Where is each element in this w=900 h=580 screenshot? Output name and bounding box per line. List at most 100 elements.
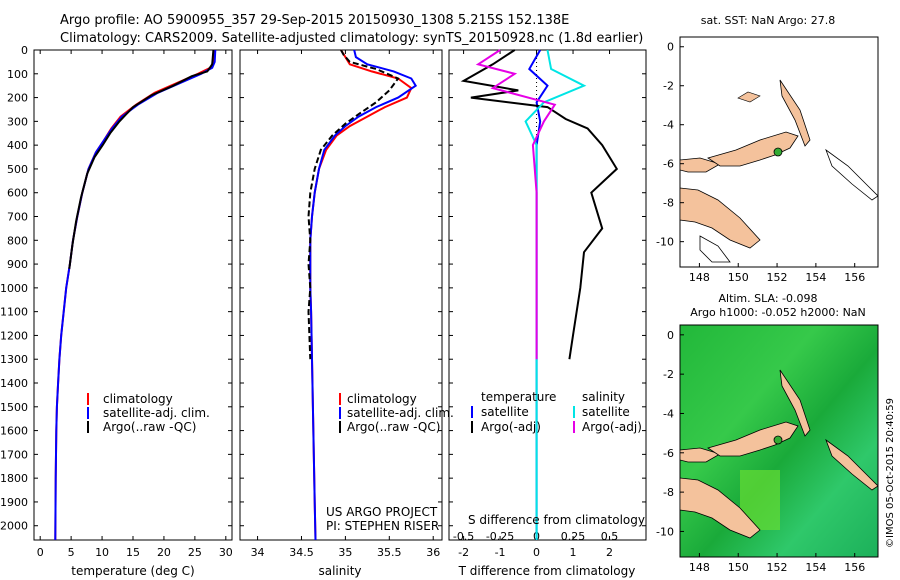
y-tick-label: 100 — [7, 68, 28, 81]
land-islet — [737, 91, 761, 103]
difference-chart: -2 -1 0 1 2-0.5 -0.25 0 0.25 0.5 — [449, 49, 646, 559]
land-solomons — [825, 438, 879, 491]
land-coast-south — [699, 235, 731, 263]
credit-label: ©IMOS 05-Oct-2015 20:40:59 — [885, 398, 896, 548]
series-line-argo — [307, 49, 400, 360]
s-tick-label: 0.5 — [601, 530, 619, 543]
x-tick-label: -1 — [495, 546, 506, 559]
legend-s-satellite: satellite — [582, 405, 630, 419]
salinity-panel — [239, 49, 443, 541]
x-tick-label: 34 — [251, 546, 265, 559]
y-tick-label: 1000 — [0, 282, 28, 295]
x-tick-label: 0 — [37, 546, 44, 559]
legend-satellite: satellite-adj. clim. — [103, 406, 210, 420]
y-tick-label: 900 — [7, 258, 28, 271]
map-y-tick-label: -8 — [663, 197, 674, 210]
x-tick-label: 5 — [68, 546, 75, 559]
sst-map — [679, 36, 879, 268]
sst-map-axes: 148 150 152 154 156 0 -2 -4 -6 -8 -10 — [656, 41, 865, 284]
argo-position-marker — [773, 147, 783, 157]
x-tick-label: 25 — [188, 546, 202, 559]
map-y-tick-label: -10 — [656, 236, 674, 249]
land-papua — [679, 187, 761, 249]
legend-argo: Argo(..raw -QC) — [103, 420, 196, 434]
map-y-tick-label: -6 — [663, 158, 674, 171]
sla-map — [679, 324, 879, 558]
land-papua — [679, 477, 761, 539]
map-y-tick-label: -4 — [663, 119, 674, 132]
land-new-britain — [707, 421, 799, 457]
y-tick-label: 1700 — [0, 448, 28, 461]
legend-t-argo: Argo(-adj) — [481, 420, 541, 434]
x-tick-label: 30 — [219, 546, 233, 559]
header-line1: Argo profile: AO 5900955_357 29-Sep-2015… — [60, 13, 569, 28]
y-tick-label: 2000 — [0, 520, 28, 533]
s-tick-label: -0.25 — [486, 530, 514, 543]
map-y-tick-label: 0 — [667, 329, 674, 342]
x-tick-label: 20 — [157, 546, 171, 559]
series-line-t-argo-adj- — [460, 49, 619, 360]
map-x-tick-label: 156 — [844, 561, 865, 574]
y-tick-label: 600 — [7, 187, 28, 200]
temperature-xlabel: temperature (deg C) — [71, 564, 194, 578]
x-tick-label: 2 — [606, 546, 613, 559]
series-line-climatology — [309, 49, 413, 541]
x-tick-label: 35.5 — [377, 546, 402, 559]
y-tick-label: 1400 — [0, 377, 28, 390]
map-y-tick-label: -2 — [663, 368, 674, 381]
header-line2: Climatology: CARS2009. Satellite-adjuste… — [60, 31, 643, 46]
sst-map-title: sat. SST: NaN Argo: 27.8 — [701, 14, 835, 27]
s-tick-label: -0.5 — [453, 530, 474, 543]
map-x-tick-label: 150 — [728, 271, 749, 284]
argo-position-marker — [773, 435, 783, 445]
s-tick-label: 0.25 — [561, 530, 586, 543]
land-new-ireland-north — [679, 447, 722, 463]
land-new-ireland-north — [679, 157, 722, 173]
land-bougainville — [779, 79, 811, 147]
y-tick-label: 1200 — [0, 329, 28, 342]
y-tick-label: 200 — [7, 92, 28, 105]
x-tick-label: 15 — [126, 546, 140, 559]
map-x-tick-label: 150 — [728, 561, 749, 574]
legend-argo: Argo(..raw -QC) — [347, 420, 440, 434]
legend-climatology: climatology — [103, 392, 173, 406]
legend-s-argo: Argo(-adj) — [582, 420, 642, 434]
map-x-tick-label: 148 — [689, 271, 710, 284]
map-x-tick-label: 152 — [767, 561, 788, 574]
temperature-legend: climatology satellite-adj. clim. Argo(..… — [87, 392, 210, 434]
y-tick-label: 1500 — [0, 401, 28, 414]
y-tick-label: 1100 — [0, 306, 28, 319]
series-line-satellite — [309, 49, 418, 541]
x-tick-label: 1 — [570, 546, 577, 559]
map-y-tick-label: -6 — [663, 447, 674, 460]
y-tick-label: 300 — [7, 115, 28, 128]
map-y-tick-label: 0 — [667, 41, 674, 54]
temperature-chart: 0100200300400500600700800900100011001200… — [0, 44, 233, 559]
legend-satellite: satellite-adj. clim. — [347, 406, 454, 420]
y-tick-label: 1800 — [0, 472, 28, 485]
y-tick-label: 500 — [7, 163, 28, 176]
legend-temperature-header: temperature — [481, 390, 556, 404]
difference-panel — [448, 49, 647, 541]
s-difference-label: S difference from climatology — [468, 513, 645, 527]
project-label: US ARGO PROJECT — [326, 505, 438, 519]
x-tick-label: -2 — [458, 546, 469, 559]
land-solomons — [825, 148, 879, 201]
sla-map-title1: Altim. SLA: -0.098 — [718, 292, 817, 305]
sla-map-title2: Argo h1000: -0.052 h2000: NaN — [690, 306, 866, 319]
sla-map-land — [679, 369, 879, 539]
x-tick-label: 0 — [533, 546, 540, 559]
legend-salinity-header: salinity — [582, 390, 625, 404]
series-line-satellite — [54, 49, 217, 541]
difference-legend: temperature salinity satellite Argo(-adj… — [471, 390, 642, 434]
map-x-tick-label: 154 — [805, 561, 826, 574]
sst-map-land — [679, 79, 879, 263]
land-new-britain — [707, 131, 799, 167]
y-tick-label: 400 — [7, 139, 28, 152]
land-bougainville — [779, 369, 811, 437]
map-x-tick-label: 156 — [844, 271, 865, 284]
map-x-tick-label: 152 — [767, 271, 788, 284]
y-tick-label: 1300 — [0, 353, 28, 366]
y-tick-label: 1900 — [0, 496, 28, 509]
